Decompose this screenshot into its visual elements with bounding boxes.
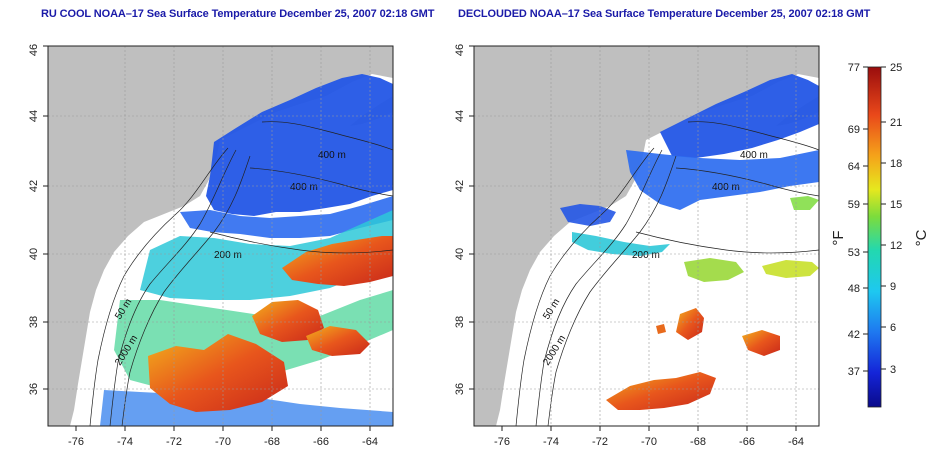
panel-1-gridlines: [48, 46, 393, 426]
isobath-50m: [89, 147, 229, 426]
p2-y-tick-label: 36: [454, 383, 466, 395]
sst-warm-eddy-1: [676, 308, 704, 340]
colorbar-c-label: 21: [890, 117, 902, 129]
panel-2-map: 400 m 400 m 200 m 50 m 2000 m: [474, 46, 819, 426]
sst-warm-speck: [656, 324, 666, 334]
colorbar-c-label: 15: [890, 199, 902, 211]
isobaths: [89, 121, 393, 426]
p2-x-tick-label: -70: [641, 436, 657, 448]
colorbar-f-label: 53: [848, 247, 860, 259]
colorbar-c-label: 25: [890, 62, 902, 74]
panel-1-x-ticks: [75, 426, 371, 431]
colorbar-c-label: 18: [890, 158, 902, 170]
p2-x-tick-label: -66: [739, 436, 755, 448]
p2-y-tick-label: 40: [454, 248, 466, 260]
colorbar-f-label: 42: [848, 329, 860, 341]
isobath-400m-shelf-2: [249, 167, 393, 197]
colorbar-f-label: 69: [848, 124, 860, 136]
isobath-200m: [535, 149, 663, 426]
colorbar-fahrenheit-unit: °F: [830, 230, 847, 245]
p1-y-tick-label: 46: [28, 44, 40, 56]
p2-y-tick-label: 46: [454, 44, 466, 56]
sst-green-patch-3: [790, 196, 819, 210]
isobath-label-400-lower: 400 m: [290, 182, 318, 193]
isobath-shelf-break: [209, 231, 393, 254]
sst-warm-eddy-2: [742, 330, 780, 356]
panel-2-title: DECLOUDED NOAA–17 Sea Surface Temperatur…: [458, 8, 871, 20]
p1-x-tick-label: -74: [117, 436, 133, 448]
isobath-label-400-upper: 400 m: [740, 150, 768, 161]
isobath-label-200: 200 m: [632, 250, 660, 261]
colorbar-c-label: 9: [890, 281, 896, 293]
panel-1-title: RU COOL NOAA–17 Sea Surface Temperature …: [41, 8, 435, 20]
colorbar-f-label: 64: [848, 161, 860, 173]
panel-1-map: 400 m 400 m 200 m 50 m 2000 m: [48, 46, 393, 426]
p1-x-tick-label: -68: [264, 436, 280, 448]
colorbar-ticks: [863, 66, 886, 372]
isobath-label-400-upper: 400 m: [318, 150, 346, 161]
colorbar-f-label: 59: [848, 199, 860, 211]
land-mainland: [474, 46, 819, 426]
isobath-400m-shelf: [687, 121, 819, 151]
isobath-400m-shelf-2: [675, 167, 819, 197]
sst-warm-eddy-1: [252, 300, 324, 342]
p2-x-tick-label: -72: [592, 436, 608, 448]
colorbar-f-label: 48: [848, 283, 860, 295]
colorbar-c-label: 12: [890, 240, 902, 252]
p1-x-tick-label: -72: [166, 436, 182, 448]
isobath-label-200: 200 m: [214, 250, 242, 261]
isobath-2000m: [121, 155, 251, 426]
colorbar-celsius-unit: °C: [913, 229, 930, 246]
isobath-200m: [109, 149, 237, 426]
p1-y-tick-label: 36: [28, 383, 40, 395]
colorbar-f-label: 77: [848, 62, 860, 74]
sst-cold-band: [180, 196, 393, 238]
p1-y-tick-label: 38: [28, 316, 40, 328]
p1-x-tick-label: -76: [68, 436, 84, 448]
sst-green-patch: [684, 258, 744, 282]
panel-2-y-ticks: [469, 45, 474, 390]
sst-warm-south: [148, 334, 288, 412]
p2-x-tick-label: -74: [543, 436, 559, 448]
panel-1-y-ticks: [43, 45, 48, 390]
p2-x-tick-label: -64: [788, 436, 804, 448]
isobaths: [515, 121, 819, 426]
p2-x-tick-label: -68: [690, 436, 706, 448]
colorbar-f-label: 37: [848, 366, 860, 378]
p2-y-tick-label: 42: [454, 180, 466, 192]
sst-cold-region: [206, 74, 393, 216]
sst-warm-south: [606, 372, 716, 410]
colorbar-c-label: 3: [890, 364, 896, 376]
isobath-2000m: [547, 155, 677, 426]
sst-green-patch-2: [762, 260, 819, 278]
p1-x-tick-label: -64: [362, 436, 378, 448]
colorbar: [867, 66, 882, 408]
land-mainland: [48, 46, 393, 426]
p1-y-tick-label: 40: [28, 248, 40, 260]
sst-cold-band: [626, 150, 819, 210]
panel-2-x-ticks: [501, 426, 797, 431]
p2-y-tick-label: 44: [454, 110, 466, 122]
sst-warm-gulfstream: [282, 236, 393, 286]
sst-mid-strip: [572, 232, 670, 256]
isobath-400m-shelf: [261, 121, 393, 151]
isobath-label-400-lower: 400 m: [712, 182, 740, 193]
colorbar-c-label: 6: [890, 322, 896, 334]
isobath-shelf-break: [635, 231, 819, 254]
panel-2-gridlines: [474, 46, 819, 426]
p2-y-tick-label: 38: [454, 316, 466, 328]
panel-2-frame: [473, 45, 820, 427]
p1-y-tick-label: 44: [28, 110, 40, 122]
sst-cold-strip: [560, 204, 616, 226]
panel-1-frame: [47, 45, 394, 427]
isobath-50m: [515, 147, 655, 426]
p1-y-tick-label: 42: [28, 180, 40, 192]
sst-warm-eddy-2: [306, 326, 370, 356]
p1-x-tick-label: -66: [313, 436, 329, 448]
p1-x-tick-label: -70: [215, 436, 231, 448]
p2-x-tick-label: -76: [494, 436, 510, 448]
